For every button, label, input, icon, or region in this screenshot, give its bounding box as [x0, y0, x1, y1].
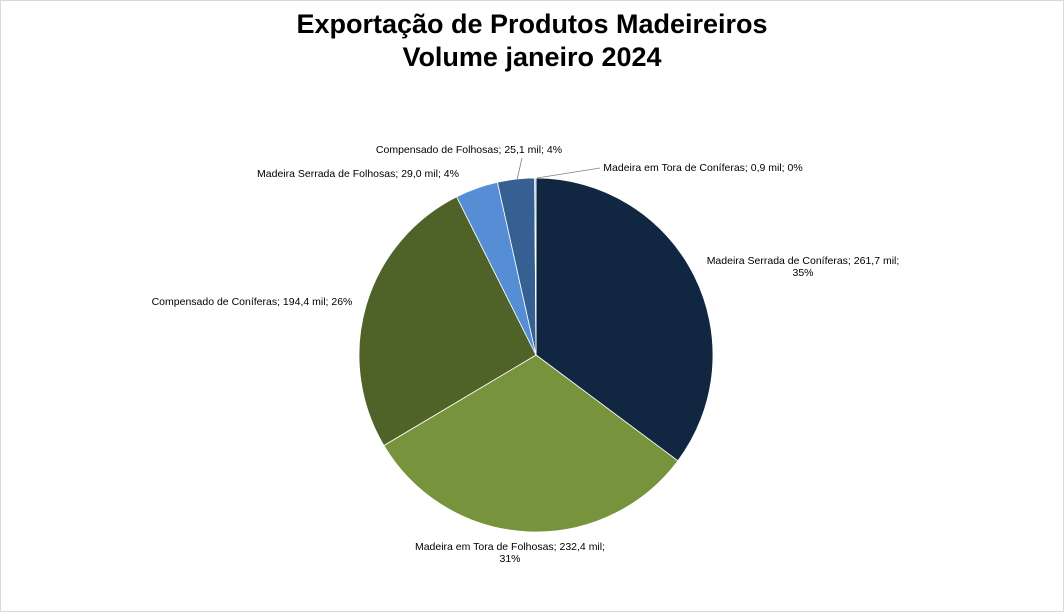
slice-label-percent: 31%: [499, 553, 520, 565]
pie-slice: [383, 354, 679, 533]
slice-label: Madeira em Tora de Folhosas; 232,4 mil;: [415, 541, 605, 553]
leader-line: [516, 157, 523, 181]
pie-slice: [535, 177, 714, 462]
slice-label-percent: 35%: [792, 267, 813, 279]
slice-label: Compensado de Folhosas; 25,1 mil; 4%: [376, 144, 562, 156]
pie-slice: [534, 177, 537, 356]
slice-label: Madeira Serrada de Coníferas; 261,7 mil;: [707, 255, 900, 267]
slice-label: Madeira em Tora de Coníferas; 0,9 mil; 0…: [603, 162, 802, 174]
pie-slice: [358, 196, 537, 447]
leader-line: [536, 167, 601, 179]
chart-subtitle: Volume janeiro 2024: [402, 42, 662, 72]
chart-title: Exportação de Produtos Madeireiros: [296, 9, 768, 39]
slice-label: Compensado de Coníferas; 194,4 mil; 26%: [152, 296, 353, 308]
slice-label: Madeira Serrada de Folhosas; 29,0 mil; 4…: [257, 168, 459, 180]
